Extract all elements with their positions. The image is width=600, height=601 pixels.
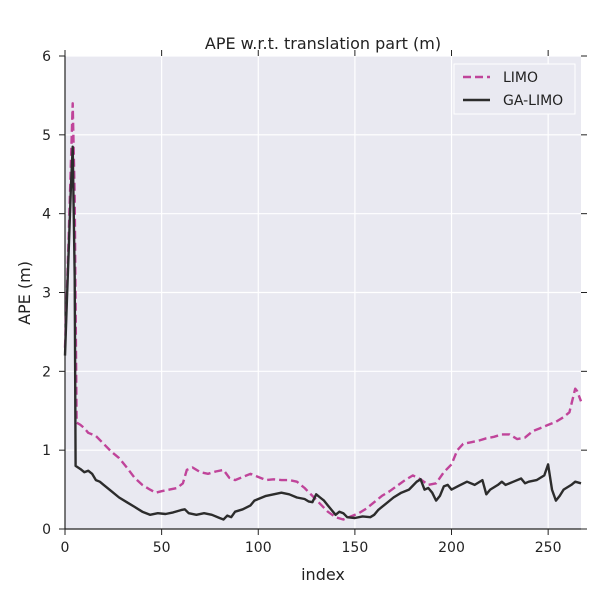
y-tick-label: 3	[42, 286, 51, 302]
y-tick-label: 0	[42, 522, 51, 538]
y-tick-label: 2	[42, 364, 51, 380]
y-tick-label: 6	[42, 49, 51, 65]
legend-box	[453, 63, 576, 115]
y-axis-label: APE (m)	[15, 261, 34, 325]
legend-label-limo: LIMO	[503, 70, 538, 86]
axis-ticks: 0 50 100 150 200 250 0 1 2 3 4 5 6	[42, 49, 587, 556]
legend-label-ga-limo: GA-LIMO	[503, 93, 563, 109]
x-tick-label: 150	[342, 540, 369, 556]
series-layer	[63, 102, 583, 521]
x-tick-label: 200	[438, 540, 465, 556]
x-tick-label: 50	[153, 540, 171, 556]
y-tick-label: 4	[42, 207, 51, 223]
x-tick-label: 250	[535, 540, 562, 556]
chart-title: APE w.r.t. translation part (m)	[205, 34, 441, 53]
grid-lines	[64, 55, 581, 530]
y-tick-label: 5	[42, 128, 51, 144]
x-tick-label: 100	[245, 540, 272, 556]
x-tick-label: 0	[61, 540, 70, 556]
series-line-ga-limo	[63, 145, 582, 521]
y-tick-label: 1	[42, 443, 51, 459]
x-axis-label: index	[301, 565, 345, 584]
legend: LIMO GA-LIMO	[453, 63, 576, 115]
series-line-limo	[63, 102, 583, 521]
